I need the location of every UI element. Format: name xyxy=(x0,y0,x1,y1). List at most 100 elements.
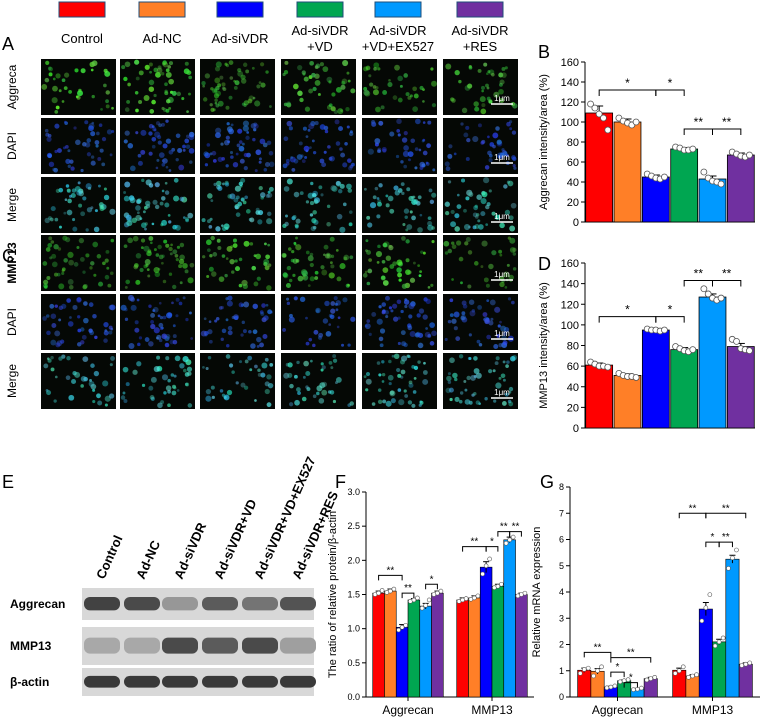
micro-cell xyxy=(150,376,157,383)
data-point xyxy=(495,583,501,589)
sig-bracket xyxy=(509,531,522,537)
micro-cell xyxy=(422,370,428,375)
micro-cell xyxy=(508,215,514,221)
micro-cell xyxy=(156,158,160,162)
micro-cell xyxy=(61,267,66,272)
micro-bg xyxy=(443,235,518,291)
micro-cell xyxy=(299,97,304,103)
micro-cell xyxy=(320,265,325,270)
micro-cell xyxy=(141,178,145,183)
bar xyxy=(725,558,740,698)
micro-cell xyxy=(94,335,98,340)
legend-swatch xyxy=(456,1,504,18)
micro-cell xyxy=(342,202,347,207)
micro-cell xyxy=(486,72,489,76)
micro-cell xyxy=(468,357,472,361)
micro-cell xyxy=(337,316,341,320)
micro-cell xyxy=(152,199,158,205)
micro-cell xyxy=(446,375,452,382)
micro-cell xyxy=(316,385,323,392)
micro-cell xyxy=(123,244,128,249)
micro-cell xyxy=(321,389,328,396)
data-point xyxy=(700,168,708,176)
micro-cell xyxy=(184,216,190,222)
bar xyxy=(384,590,397,698)
micro-cell xyxy=(335,381,338,385)
micro-cell xyxy=(89,266,93,270)
micro-cell xyxy=(164,91,169,96)
micro-cell xyxy=(43,279,49,285)
micro-cell xyxy=(63,86,68,91)
micro-cell xyxy=(182,296,186,300)
micro-cell xyxy=(390,309,394,313)
micro-cell xyxy=(51,323,57,328)
micro-cell xyxy=(388,245,394,251)
micro-cell xyxy=(499,253,503,257)
micro-cell xyxy=(389,390,395,395)
data-point xyxy=(625,677,631,682)
micro-cell xyxy=(324,300,330,307)
micro-cell xyxy=(498,376,502,380)
data-point xyxy=(604,363,612,371)
micro-cell xyxy=(505,364,509,368)
blot-band xyxy=(162,675,198,688)
micro-cell xyxy=(283,102,288,107)
micro-cell xyxy=(82,284,88,290)
micro-cell xyxy=(105,249,110,254)
micro-cell xyxy=(488,100,493,104)
micro-cell xyxy=(159,326,164,331)
micro-cell xyxy=(235,152,239,156)
micro-cell xyxy=(205,388,212,395)
micro-cell xyxy=(232,162,239,168)
micro-cell xyxy=(67,321,74,327)
sig-bracket xyxy=(718,541,733,548)
micro-cell xyxy=(238,140,243,144)
micro-panel xyxy=(200,118,275,174)
micro-cell xyxy=(482,312,488,317)
data-point xyxy=(388,588,393,594)
micro-bg xyxy=(281,235,356,291)
micro-cell xyxy=(338,188,343,194)
sig-bracket xyxy=(655,316,685,323)
micro-panel: 1μm xyxy=(443,353,518,409)
micro-cell xyxy=(347,283,350,287)
micro-cell xyxy=(67,149,71,153)
micro-cell xyxy=(185,218,189,223)
micro-cell xyxy=(75,95,79,99)
legend-swatch xyxy=(216,1,264,18)
micro-cell xyxy=(411,199,417,206)
micro-cell xyxy=(463,223,471,231)
micro-cell xyxy=(240,333,244,337)
micro-cell xyxy=(495,356,500,361)
micro-cell xyxy=(292,215,297,219)
micro-cell xyxy=(449,313,454,318)
micro-cell xyxy=(234,315,239,321)
data-point xyxy=(391,586,397,592)
bar xyxy=(431,592,444,698)
micro-cell xyxy=(148,123,154,129)
micro-cell xyxy=(329,261,333,265)
micro-cell xyxy=(86,152,92,157)
micro-cell xyxy=(336,276,342,282)
legend-label: Ad-NC xyxy=(142,31,181,46)
micro-cell xyxy=(144,259,151,265)
micro-cell xyxy=(106,129,113,135)
micro-cell xyxy=(343,254,350,261)
micro-cell xyxy=(267,192,273,198)
micro-cell xyxy=(230,155,234,159)
micro-cell xyxy=(452,372,458,379)
micro-cell xyxy=(376,214,381,219)
micro-cell xyxy=(213,93,220,99)
data-point xyxy=(423,603,428,608)
micro-cell xyxy=(90,261,95,266)
sig-bracket xyxy=(583,651,612,658)
micro-cell xyxy=(283,186,290,192)
micro-cell xyxy=(245,135,250,141)
micro-cell xyxy=(294,399,300,406)
bar xyxy=(738,663,753,698)
micro-cell xyxy=(102,261,106,266)
micro-cell xyxy=(310,181,314,186)
micro-cell xyxy=(202,84,205,88)
micro-cell xyxy=(264,388,270,395)
data-point xyxy=(591,673,596,679)
